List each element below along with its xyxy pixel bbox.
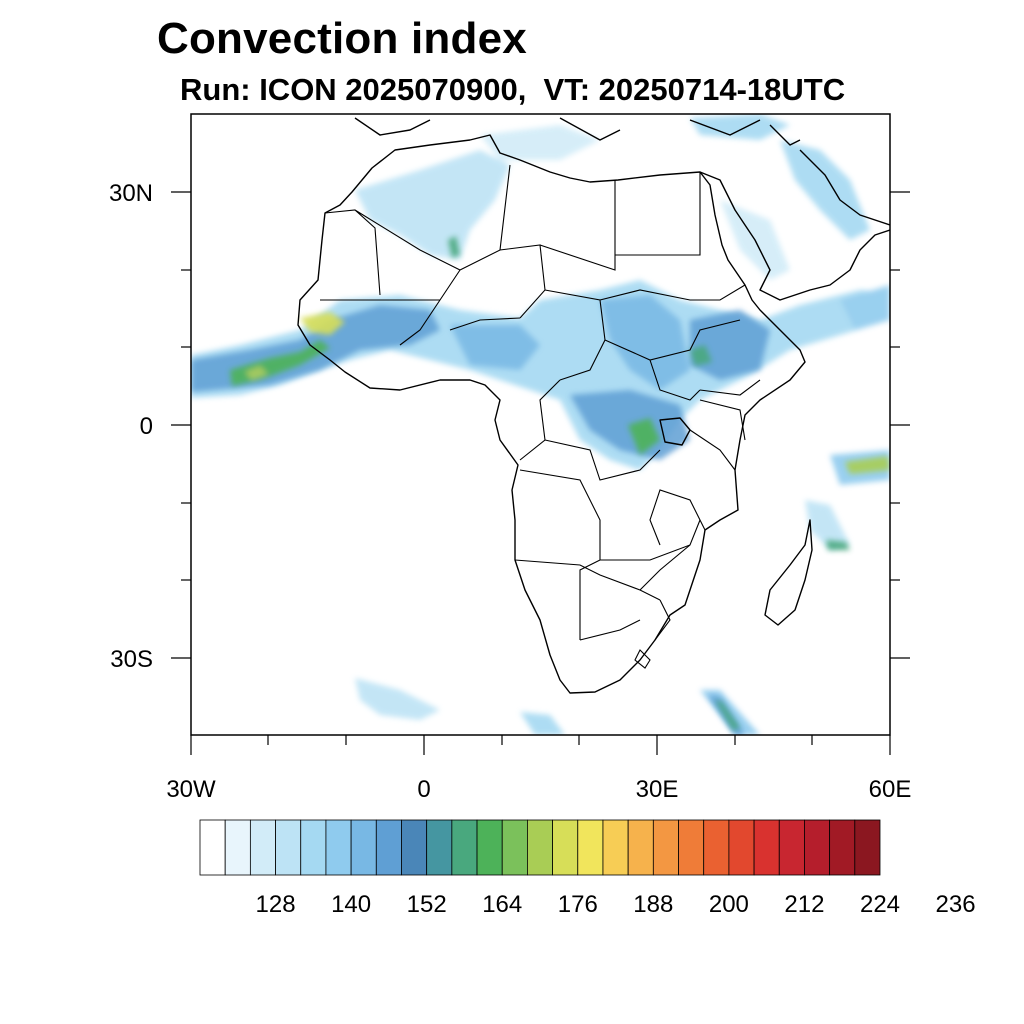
lon-label-30w: 30W	[166, 776, 216, 803]
madagascar	[764, 519, 813, 626]
colorbar-swatch	[426, 819, 453, 876]
lon-label-60e: 60E	[869, 776, 912, 803]
coastlines	[297, 117, 890, 694]
colorbar-swatch	[476, 819, 503, 876]
lon-label-30e: 30E	[636, 776, 679, 803]
colorbar-swatch	[249, 819, 276, 876]
colorbar-swatch	[854, 819, 881, 876]
colorbar-swatch	[224, 819, 251, 876]
peak-lake-victoria	[628, 418, 660, 455]
colorbar-label: 224	[860, 891, 900, 918]
colorbar-label: 188	[633, 891, 673, 918]
chart-subtitle: Run: ICON 2025070900, VT: 20250714-18UTC	[180, 72, 846, 107]
field-madagascar	[805, 500, 850, 550]
colorbar-swatch	[829, 819, 856, 876]
colorbar-label: 200	[709, 891, 749, 918]
field-libya	[480, 125, 600, 160]
field-south-atlantic	[355, 678, 440, 720]
colorbar-label: 212	[784, 891, 824, 918]
colorbar-swatch	[753, 819, 780, 876]
core-sudan	[600, 295, 690, 390]
colorbar-label: 128	[256, 891, 296, 918]
colorbar-label: 152	[407, 891, 447, 918]
peak-indian-ocean	[845, 456, 890, 474]
map-frame	[190, 113, 891, 736]
lake-victoria	[659, 417, 691, 446]
peak-guinea-yellow2	[245, 366, 268, 380]
colorbar-swatch	[652, 819, 679, 876]
europe-coast	[354, 117, 801, 146]
field-south-ocean-1	[520, 712, 565, 735]
peak-madagascar	[826, 540, 850, 550]
colorbar-swatch	[778, 819, 805, 876]
colorbar-swatch	[804, 819, 831, 876]
field-levant	[780, 140, 870, 240]
lat-label-30s: 30S	[110, 646, 153, 673]
colorbar-label: 164	[482, 891, 522, 918]
colorbar-swatch	[350, 819, 377, 876]
arabia-coastline	[699, 171, 890, 301]
colorbar-swatch	[627, 819, 654, 876]
colorbar-label: 176	[558, 891, 598, 918]
colorbar-swatch	[501, 819, 528, 876]
africa-coastline	[297, 134, 806, 694]
peak-ethiopia	[690, 345, 712, 366]
colorbar-label: 236	[936, 891, 976, 918]
field-europe	[690, 114, 790, 140]
colorbar-swatch	[401, 819, 428, 876]
axis-ticks	[171, 191, 910, 755]
core-nigeria	[450, 325, 540, 370]
colorbar-swatch	[275, 819, 302, 876]
colorbar-swatch	[703, 819, 730, 876]
lat-label-0: 0	[140, 413, 153, 440]
peak-south	[715, 700, 740, 730]
peak-sahara	[448, 236, 460, 258]
colorbar-swatch	[300, 819, 327, 876]
chart-title: Convection index	[157, 14, 527, 63]
field-arabian-sea	[840, 285, 890, 330]
country-borders	[320, 164, 761, 669]
colorbar-swatch	[728, 819, 755, 876]
colorbar-swatch	[325, 819, 352, 876]
convection-field	[191, 114, 890, 735]
colorbar-swatch	[199, 819, 226, 876]
colorbar-swatch	[375, 819, 402, 876]
colorbar-swatch	[451, 819, 478, 876]
colorbar-swatch	[602, 819, 629, 876]
colorbar-swatch	[527, 819, 553, 876]
field-sahara	[355, 150, 510, 260]
colorbar-swatch	[552, 819, 579, 876]
peak-guinea-yellow	[300, 312, 345, 335]
lon-label-0: 0	[417, 776, 430, 803]
colorbar-swatch	[678, 819, 705, 876]
colorbar-swatch	[577, 819, 604, 876]
lat-label-30n: 30N	[109, 180, 153, 207]
gulf-coastline	[799, 149, 890, 226]
colorbar-label: 140	[331, 891, 371, 918]
colorbar: 128 140 152 164 176 188 200 212 224 236	[199, 819, 976, 918]
